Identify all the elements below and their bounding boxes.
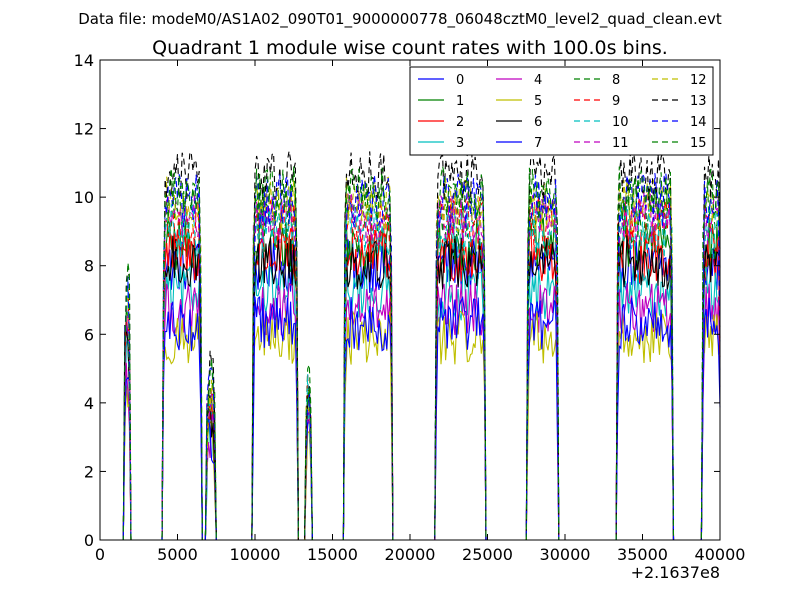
y-tick-label: 2 bbox=[84, 462, 94, 481]
legend-entry: 10 bbox=[612, 115, 629, 130]
series-line-1 bbox=[121, 217, 721, 541]
x-tick-label: 10000 bbox=[230, 545, 281, 564]
data-file-caption: Data file: modeM0/AS1A02_090T01_90000007… bbox=[78, 10, 722, 29]
x-tick-label: 25000 bbox=[462, 545, 513, 564]
y-tick-label: 10 bbox=[74, 188, 94, 207]
plot-lines bbox=[121, 149, 721, 541]
legend-entry: 7 bbox=[534, 136, 542, 151]
y-tick-label: 0 bbox=[84, 531, 94, 550]
y-tick-label: 8 bbox=[84, 257, 94, 276]
legend-entry: 2 bbox=[456, 115, 464, 130]
legend-entry: 6 bbox=[534, 115, 542, 130]
x-tick-label: 30000 bbox=[540, 545, 591, 564]
x-tick-label: 15000 bbox=[307, 545, 358, 564]
legend-entry: 4 bbox=[534, 73, 542, 88]
y-tick-label: 6 bbox=[84, 325, 94, 344]
legend-entry: 1 bbox=[456, 94, 464, 109]
legend-entry: 3 bbox=[456, 136, 464, 151]
legend-entry: 15 bbox=[690, 136, 707, 151]
x-tick-label: 35000 bbox=[617, 545, 668, 564]
legend-box bbox=[409, 66, 714, 156]
legend-entry: 13 bbox=[690, 94, 707, 109]
chart-title: Quadrant 1 module wise count rates with … bbox=[152, 37, 668, 59]
x-axis-offset-label: +2.1637e8 bbox=[631, 563, 720, 582]
x-tick-label: 40000 bbox=[695, 545, 746, 564]
x-tick-label: 0 bbox=[95, 545, 105, 564]
legend-entry: 9 bbox=[612, 94, 620, 109]
y-tick-label: 12 bbox=[74, 120, 94, 139]
x-axis: 0 5000 10000 15000 20000 25000 30000 35000 40000 bbox=[95, 60, 746, 564]
legend-entry: 12 bbox=[690, 73, 707, 88]
legend-entry: 0 bbox=[456, 73, 464, 88]
series-line-13 bbox=[121, 149, 721, 541]
legend-entry: 11 bbox=[612, 136, 629, 151]
y-tick-label: 4 bbox=[84, 394, 94, 413]
x-tick-label: 5000 bbox=[157, 545, 198, 564]
legend-entry: 5 bbox=[534, 94, 542, 109]
legend-entry: 14 bbox=[690, 115, 707, 130]
x-tick-label: 20000 bbox=[385, 545, 436, 564]
legend-entry: 8 bbox=[612, 73, 620, 88]
y-tick-label: 14 bbox=[74, 51, 94, 70]
